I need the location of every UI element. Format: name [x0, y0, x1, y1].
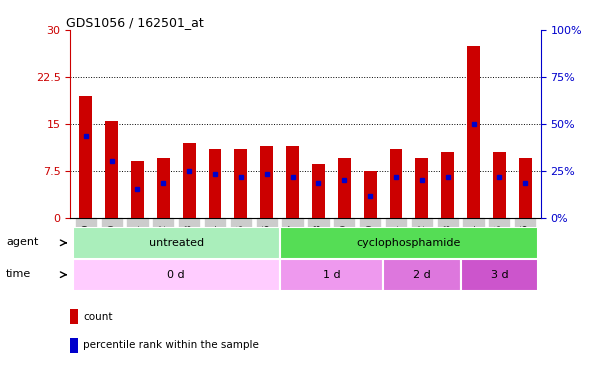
- Bar: [105, 121, 118, 218]
- Bar: [441, 152, 454, 217]
- Bar: [260, 146, 273, 218]
- Text: 3 d: 3 d: [491, 270, 508, 280]
- Bar: [286, 146, 299, 218]
- Text: time: time: [6, 269, 31, 279]
- Bar: [390, 149, 403, 217]
- Bar: [208, 149, 222, 217]
- Bar: [312, 164, 325, 218]
- Bar: [280, 227, 538, 259]
- Bar: [79, 96, 92, 218]
- Text: percentile rank within the sample: percentile rank within the sample: [83, 340, 259, 350]
- Text: 0 d: 0 d: [167, 270, 185, 280]
- Bar: [415, 158, 428, 218]
- Text: GDS1056 / 162501_at: GDS1056 / 162501_at: [65, 16, 203, 29]
- Bar: [364, 171, 376, 217]
- Text: count: count: [83, 312, 112, 322]
- Bar: [280, 259, 383, 291]
- Text: agent: agent: [6, 237, 38, 247]
- Bar: [73, 259, 280, 291]
- Bar: [235, 149, 247, 217]
- Bar: [131, 161, 144, 218]
- Bar: [338, 158, 351, 218]
- Bar: [183, 142, 196, 218]
- Text: 1 d: 1 d: [323, 270, 340, 280]
- Text: 2 d: 2 d: [413, 270, 431, 280]
- Text: cyclophosphamide: cyclophosphamide: [357, 238, 461, 248]
- Text: untreated: untreated: [148, 238, 204, 248]
- Bar: [73, 227, 280, 259]
- Bar: [467, 46, 480, 218]
- Bar: [519, 158, 532, 218]
- Bar: [157, 158, 170, 218]
- Bar: [493, 152, 506, 217]
- Bar: [383, 259, 461, 291]
- Bar: [461, 259, 538, 291]
